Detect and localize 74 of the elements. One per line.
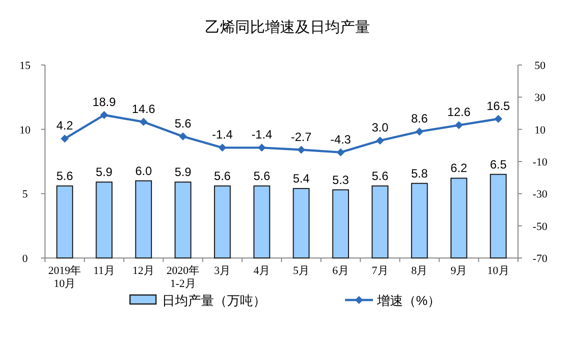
y-tick-label: 10 [20, 124, 31, 136]
legend-label: 日均产量（万吨） [162, 293, 266, 308]
x-tick-label: 12月 [132, 265, 155, 277]
point [454, 121, 463, 130]
bar [214, 185, 231, 258]
point [415, 128, 424, 136]
y2-tick-label: 10 [534, 124, 546, 136]
data-label: 5.6 [253, 168, 270, 183]
x-tick-label: 2020年 1-2月 [166, 265, 200, 290]
data-label: 3.0 [372, 120, 389, 135]
bar [372, 185, 388, 258]
bar [135, 180, 152, 258]
x-tick-label: 6月 [332, 265, 349, 277]
data-label: 5.6 [214, 168, 232, 183]
x-tick-label: 3月 [214, 265, 231, 277]
y-tick-label: 5 [22, 188, 28, 201]
data-label: 5.6 [372, 168, 389, 183]
bar [450, 178, 468, 258]
data-label: 5.6 [56, 168, 74, 183]
bar [253, 185, 270, 258]
bar [56, 185, 74, 258]
data-label: 14.6 [132, 102, 156, 116]
data-label: 5.4 [292, 172, 310, 186]
data-label: -1.4 [212, 128, 234, 142]
chart-title: 乙烯同比增速及日均产量 [205, 19, 370, 36]
point [494, 114, 502, 123]
y2-tick-label: -70 [532, 253, 548, 265]
data-label: 4.2 [56, 118, 74, 133]
x-tick-label: 9月 [450, 265, 468, 277]
data-label: -1.4 [251, 128, 272, 142]
data-label: 6.5 [490, 157, 507, 172]
data-label: 12.6 [447, 105, 471, 120]
bar [490, 174, 507, 258]
x-tick-label: 8月 [411, 265, 428, 277]
point [376, 136, 384, 145]
x-tick-label: 7月 [372, 265, 388, 277]
point [258, 144, 266, 152]
y2-tick-label: -50 [532, 220, 548, 233]
data-label: 5.3 [332, 172, 350, 187]
legend-label: 增速（%） [376, 293, 441, 308]
y2-tick-label: -10 [532, 156, 548, 168]
data-label: 5.6 [174, 116, 192, 130]
data-label: -2.7 [290, 130, 312, 144]
data-label: 8.6 [411, 112, 428, 126]
bar [332, 189, 350, 258]
x-tick-label: 4月 [254, 265, 270, 277]
x-tick-label: 2019年 10月 [48, 265, 82, 290]
y2-tick-label: 50 [534, 60, 546, 72]
bar [174, 182, 192, 258]
point [140, 118, 148, 126]
data-label: 6.0 [135, 164, 152, 178]
x-tick-label: 11月 [93, 265, 115, 277]
point [178, 132, 187, 140]
point [297, 146, 306, 154]
data-label: 18.9 [92, 95, 116, 110]
data-label: -4.3 [330, 132, 352, 146]
data-label: 16.5 [486, 98, 510, 113]
data-label: 6.2 [450, 161, 468, 176]
data-label: 5.9 [174, 165, 192, 180]
y-tick-label: 0 [22, 253, 28, 265]
bar [411, 182, 428, 258]
bar [96, 182, 113, 258]
data-label: 5.9 [96, 165, 113, 180]
data-label: 5.8 [411, 166, 428, 180]
y2-tick-label: -30 [532, 188, 548, 201]
point [336, 148, 345, 156]
point [218, 144, 226, 152]
bar [292, 188, 310, 258]
point [60, 134, 69, 143]
y-tick-label: 15 [20, 60, 31, 72]
point [100, 111, 108, 120]
x-tick-label: 10月 [487, 265, 510, 277]
x-tick-label: 5月 [292, 265, 310, 277]
y2-tick-label: 30 [534, 92, 546, 104]
